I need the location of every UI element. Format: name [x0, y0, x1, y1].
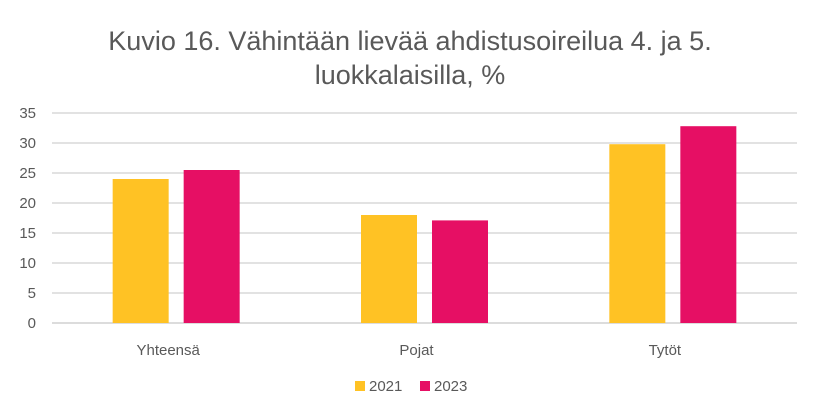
legend-swatch-2023 — [420, 381, 430, 391]
y-tick-label: 30 — [19, 135, 36, 152]
bar-2023-Yhteensä — [183, 170, 240, 323]
legend-label: 2023 — [434, 378, 467, 395]
bar-2021-Tytöt — [609, 144, 666, 323]
chart-title-line-1: Kuvio 16. Vähintään lievää ahdistusoirei… — [108, 26, 711, 56]
chart-title-line-2: luokkalaisilla, % — [315, 60, 506, 90]
y-tick-label: 0 — [28, 315, 36, 332]
legend-label: 2021 — [369, 378, 402, 395]
y-tick-label: 35 — [19, 105, 36, 122]
bar-2021-Yhteensä — [112, 179, 169, 323]
y-tick-label: 25 — [19, 165, 36, 182]
y-tick-label: 10 — [19, 255, 36, 272]
bar-2021-Pojat — [361, 215, 417, 323]
legend-swatch-2021 — [355, 381, 365, 391]
x-category-label: Tytöt — [649, 342, 682, 359]
x-category-label: Yhteensä — [136, 342, 200, 359]
bar-2023-Pojat — [432, 220, 488, 323]
x-category-label: Pojat — [399, 342, 434, 359]
bar-2023-Tytöt — [680, 126, 737, 323]
y-tick-label: 20 — [19, 195, 36, 212]
y-tick-label: 15 — [19, 225, 36, 242]
y-tick-label: 5 — [28, 285, 36, 302]
